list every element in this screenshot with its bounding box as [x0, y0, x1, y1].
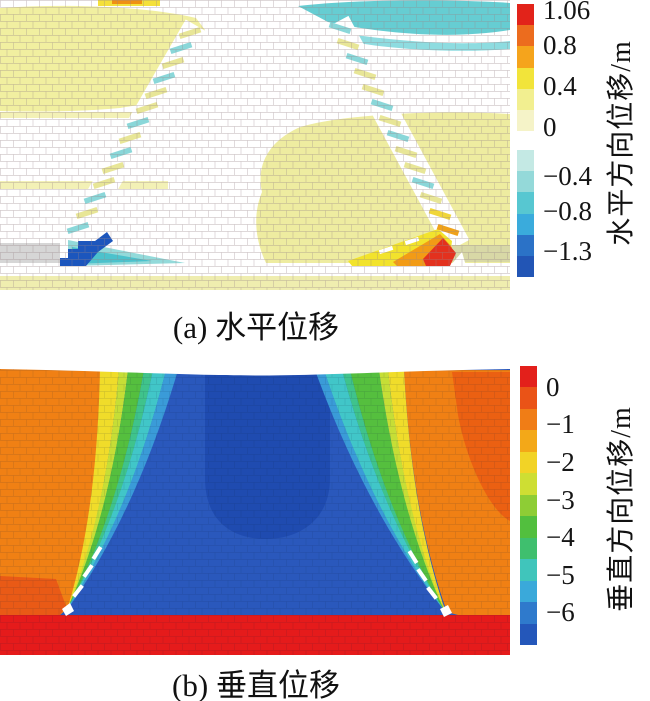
colorbar-segment: [520, 494, 537, 517]
colorbar-segment: [517, 213, 534, 235]
colorbar-segment: [520, 451, 537, 474]
plot-a-horizontal-displacement-heatmap: [0, 0, 510, 290]
colorbar-segment: [517, 67, 534, 89]
colorbar-b-ticks: 0 −1 −2 −3 −4 −5 −6: [546, 0, 646, 701]
colorbar-segment: [517, 192, 534, 214]
colorbar-a-positive: [517, 4, 534, 132]
colorbar-segment: [520, 537, 537, 560]
brick-texture-b: [0, 363, 510, 655]
colorbar-segment: [517, 25, 534, 47]
tick-label: −2: [546, 446, 575, 477]
tick-label: 0.4: [543, 70, 577, 101]
colorbar-a-ticks: 1.06 0.8 0.4 0 −0.4 −0.8 −1.3: [543, 0, 643, 290]
colorbar-segment: [517, 171, 534, 193]
tick-label: −6: [546, 596, 575, 627]
brick-texture-a: [0, 0, 510, 290]
colorbar-b-axis-label: 垂直方向位移/m: [596, 363, 642, 655]
tick-label: 1.06: [543, 0, 591, 25]
tick-label: −1.3: [543, 235, 592, 266]
tick-label: −3: [546, 484, 575, 515]
tick-label: −0.8: [543, 195, 592, 226]
colorbar-segment: [517, 255, 534, 278]
tick-label: −4: [546, 521, 575, 552]
colorbar-segment: [520, 408, 537, 431]
colorbar-segment: [517, 109, 534, 132]
tick-label: −0.4: [543, 160, 592, 191]
tick-label: 0.8: [543, 29, 577, 60]
plot-b-canvas: [0, 363, 510, 655]
colorbar-segment: [520, 473, 537, 495]
tick-label: −1: [546, 408, 575, 439]
plot-b-vertical-displacement-heatmap: [0, 363, 510, 655]
colorbar-segment: [520, 623, 537, 646]
colorbar-segment: [517, 46, 534, 68]
tick-label: −5: [546, 559, 575, 590]
colorbar-segment: [520, 602, 537, 624]
funnel-white-step-notches: [62, 546, 452, 617]
plot-a-canvas: [0, 0, 510, 290]
colorbar-b-axis-label-text: 垂直方向位移/m: [606, 406, 637, 612]
colorbar-segment: [520, 387, 537, 409]
colorbar-segment: [517, 150, 534, 172]
colorbar-segment: [520, 430, 537, 452]
colorbar-a-negative: [517, 150, 534, 278]
panel-a-caption: (a) 水平位移: [172, 310, 340, 345]
colorbar-b: [520, 366, 537, 646]
tick-label: 0: [546, 371, 560, 402]
surface-top-margin: [0, 363, 510, 376]
tick-label: 0: [543, 111, 557, 142]
colorbar-segment: [520, 516, 537, 538]
colorbar-segment: [520, 559, 537, 581]
colorbar-segment: [520, 366, 537, 388]
colorbar-segment: [517, 88, 534, 110]
panel-b-caption: (b) 垂直位移: [172, 668, 340, 701]
colorbar-segment: [517, 4, 534, 26]
colorbar-segment: [517, 234, 534, 256]
colorbar-segment: [520, 580, 537, 603]
